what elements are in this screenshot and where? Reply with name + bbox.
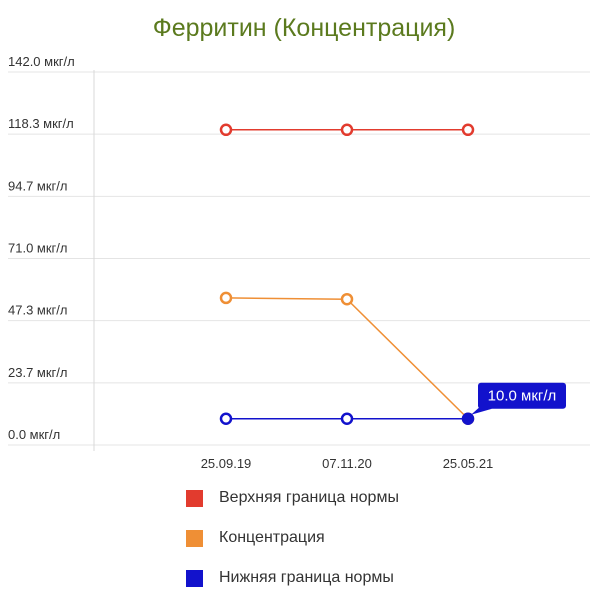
grid-lines [8,70,590,451]
data-point [461,412,475,425]
x-axis-ticks: 25.09.19 07.11.20 25.05.21 [201,456,494,471]
y-tick-label: 118.3 мкг/л [8,116,74,131]
legend-swatch [186,569,203,587]
legend-item[interactable]: Нижняя граница нормы [186,558,399,598]
tooltip-pointer [471,406,492,415]
tooltip: 10.0 мкг/л [471,382,566,415]
y-tick-label: 0.0 мкг/л [8,427,60,442]
y-tick-label: 47.3 мкг/л [8,303,67,318]
chart-title: Ферритин (Концентрация) [152,14,456,42]
legend-label: Концентрация [219,529,325,546]
legend-swatch [186,489,203,507]
tooltip-text: 10.0 мкг/л [488,388,557,405]
legend-label: Нижняя граница нормы [219,569,394,586]
data-point [340,292,354,306]
legend-label: Верхняя граница нормы [219,489,399,506]
y-tick-label: 71.0 мкг/л [8,241,67,256]
x-tick-label: 25.05.21 [443,456,494,471]
x-tick-label: 07.11.20 [322,456,372,471]
series-lines [219,123,475,425]
y-tick-label: 94.7 мкг/л [8,178,67,193]
data-point [219,123,233,137]
legend-item[interactable]: Концентрация [186,518,399,558]
data-point [219,412,233,425]
y-axis-ticks: 0.0 мкг/л 23.7 мкг/л 47.3 мкг/л 71.0 мкг/л 9… [8,54,75,442]
y-tick-label: 23.7 мкг/л [8,365,67,380]
series-line [225,297,469,420]
chart-legend: Верхняя граница нормы Концентрация Нижняя … [186,478,399,598]
x-tick-label: 25.09.19 [201,456,252,471]
data-point [219,291,233,305]
legend-item[interactable]: Верхняя граница нормы [186,478,399,518]
tooltip-box [478,382,566,409]
legend-swatch [186,529,203,547]
y-tick-label: 142.0 мкг/л [8,54,75,69]
data-point [340,412,354,425]
data-point [340,123,354,137]
data-point [461,123,475,137]
